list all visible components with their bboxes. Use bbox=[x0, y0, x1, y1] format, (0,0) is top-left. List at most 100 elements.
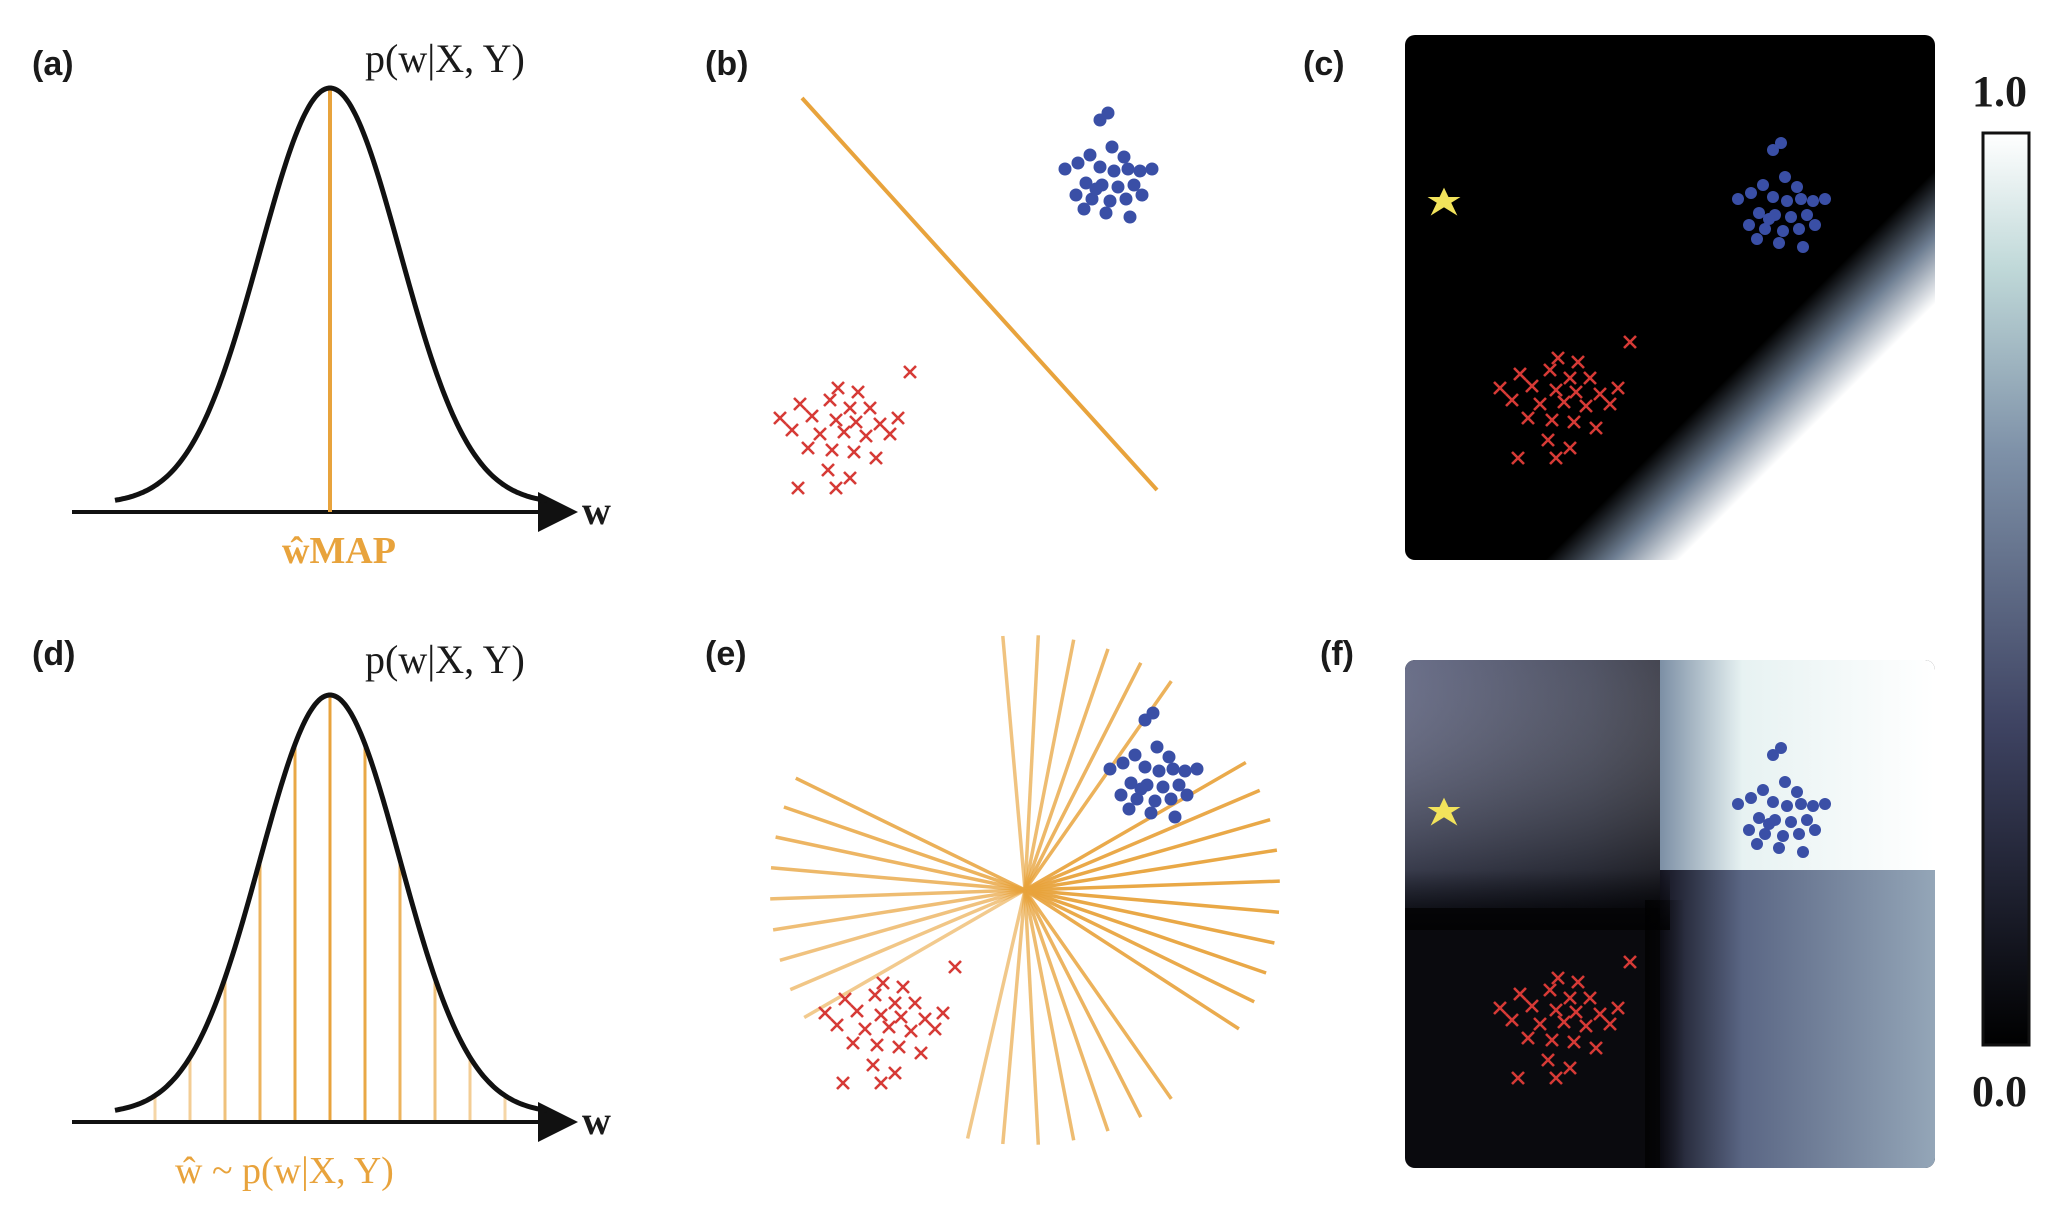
red-point bbox=[888, 1066, 902, 1080]
red-point bbox=[823, 393, 837, 407]
blue-point bbox=[1150, 740, 1164, 754]
red-point bbox=[1589, 421, 1603, 435]
blue-point bbox=[1763, 213, 1775, 225]
blue-point bbox=[1777, 830, 1789, 842]
red-point bbox=[1603, 397, 1617, 411]
blue-point bbox=[1773, 842, 1785, 854]
blue-point bbox=[1107, 164, 1121, 178]
blue-point bbox=[1124, 776, 1138, 790]
blue-point bbox=[1085, 192, 1099, 206]
blue-point bbox=[1089, 182, 1103, 196]
sample-boundary bbox=[1023, 888, 1173, 1100]
red-point bbox=[1571, 975, 1585, 989]
blue-point bbox=[1144, 806, 1158, 820]
blue-point bbox=[1116, 756, 1130, 770]
red-point bbox=[1525, 379, 1539, 393]
sample-boundary bbox=[1023, 889, 1143, 1118]
red-point bbox=[791, 481, 805, 495]
sample-boundary bbox=[1023, 889, 1110, 1132]
blue-point bbox=[1757, 784, 1769, 796]
sample-boundary bbox=[1023, 639, 1076, 891]
posterior-curve bbox=[114, 85, 548, 504]
red-point bbox=[866, 1058, 880, 1072]
blue-point bbox=[1058, 162, 1072, 176]
red-point bbox=[1611, 381, 1625, 395]
panel-a-axis-label: w bbox=[582, 488, 611, 533]
blue-point bbox=[1093, 160, 1107, 174]
blue-point bbox=[1751, 233, 1763, 245]
red-point bbox=[1521, 1031, 1535, 1045]
red-class-points-f bbox=[1493, 955, 1637, 1085]
blue-point bbox=[1105, 140, 1119, 154]
red-point bbox=[1549, 1003, 1563, 1017]
blue-point bbox=[1130, 792, 1144, 806]
red-point bbox=[888, 996, 902, 1010]
panel-f-label: (f) bbox=[1320, 635, 1354, 673]
red-point bbox=[837, 425, 851, 439]
blue-point bbox=[1166, 762, 1180, 776]
blue-point bbox=[1123, 210, 1137, 224]
red-point bbox=[1563, 441, 1577, 455]
red-point bbox=[1567, 415, 1581, 429]
blue-point bbox=[1791, 786, 1803, 798]
blue-point bbox=[1138, 760, 1152, 774]
blue-point bbox=[1101, 106, 1115, 120]
blue-point bbox=[1781, 800, 1793, 812]
colorbar-max-label: 1.0 bbox=[1972, 67, 2027, 116]
posterior-sample-lines bbox=[153, 695, 507, 1122]
red-point bbox=[1521, 411, 1535, 425]
map-estimate-label: ŵMAP bbox=[282, 530, 396, 572]
red-point bbox=[1543, 363, 1557, 377]
sample-boundary bbox=[1023, 889, 1076, 1141]
red-point bbox=[843, 401, 857, 415]
blue-point bbox=[1779, 776, 1791, 788]
blue-point bbox=[1743, 824, 1755, 836]
panel-d-label: (d) bbox=[32, 635, 75, 673]
red-point bbox=[891, 411, 905, 425]
red-point bbox=[936, 1006, 950, 1020]
red-point bbox=[829, 413, 843, 427]
red-point bbox=[818, 1006, 832, 1020]
blue-point bbox=[1148, 794, 1162, 808]
blue-point bbox=[1162, 750, 1176, 764]
red-point bbox=[1549, 451, 1563, 465]
blue-point bbox=[1099, 206, 1113, 220]
red-point bbox=[825, 443, 839, 457]
blue-point bbox=[1767, 191, 1779, 203]
red-point bbox=[1589, 1041, 1603, 1055]
sample-boundary bbox=[1023, 662, 1143, 891]
blue-point bbox=[1757, 179, 1769, 191]
sampled-decision-boundaries bbox=[770, 635, 1280, 1145]
blue-point bbox=[1767, 144, 1779, 156]
sample-boundary bbox=[770, 866, 1026, 892]
red-point bbox=[813, 427, 827, 441]
blue-point bbox=[1134, 782, 1148, 796]
red-point bbox=[1533, 397, 1547, 411]
blue-point bbox=[1071, 156, 1085, 170]
red-point bbox=[850, 1004, 864, 1018]
red-point bbox=[793, 397, 807, 411]
blue-class-points bbox=[1058, 106, 1159, 224]
red-point bbox=[874, 1008, 888, 1022]
panel-a: (a) p(w|X, Y) w ŵMAP bbox=[32, 36, 611, 572]
blue-point bbox=[1180, 788, 1194, 802]
blue-class-points-e bbox=[1103, 706, 1204, 824]
red-point bbox=[831, 381, 845, 395]
panel-d: (d) p(w|X, Y) w ŵ ~ p(w|X, Y) bbox=[32, 635, 611, 1192]
red-point bbox=[1549, 1071, 1563, 1085]
blue-point bbox=[1145, 162, 1159, 176]
blue-point bbox=[1168, 810, 1182, 824]
blue-class-points-f bbox=[1732, 742, 1831, 858]
blue-point bbox=[1128, 748, 1142, 762]
red-point bbox=[948, 960, 962, 974]
red-point bbox=[859, 429, 873, 443]
red-point bbox=[896, 980, 910, 994]
red-point bbox=[1513, 987, 1527, 1001]
sample-boundary bbox=[1001, 635, 1027, 891]
blue-point bbox=[1793, 828, 1805, 840]
red-point bbox=[801, 441, 815, 455]
blue-point bbox=[1172, 778, 1186, 792]
sample-boundary bbox=[1024, 888, 1255, 1004]
red-point bbox=[1549, 383, 1563, 397]
red-point bbox=[1525, 999, 1539, 1013]
